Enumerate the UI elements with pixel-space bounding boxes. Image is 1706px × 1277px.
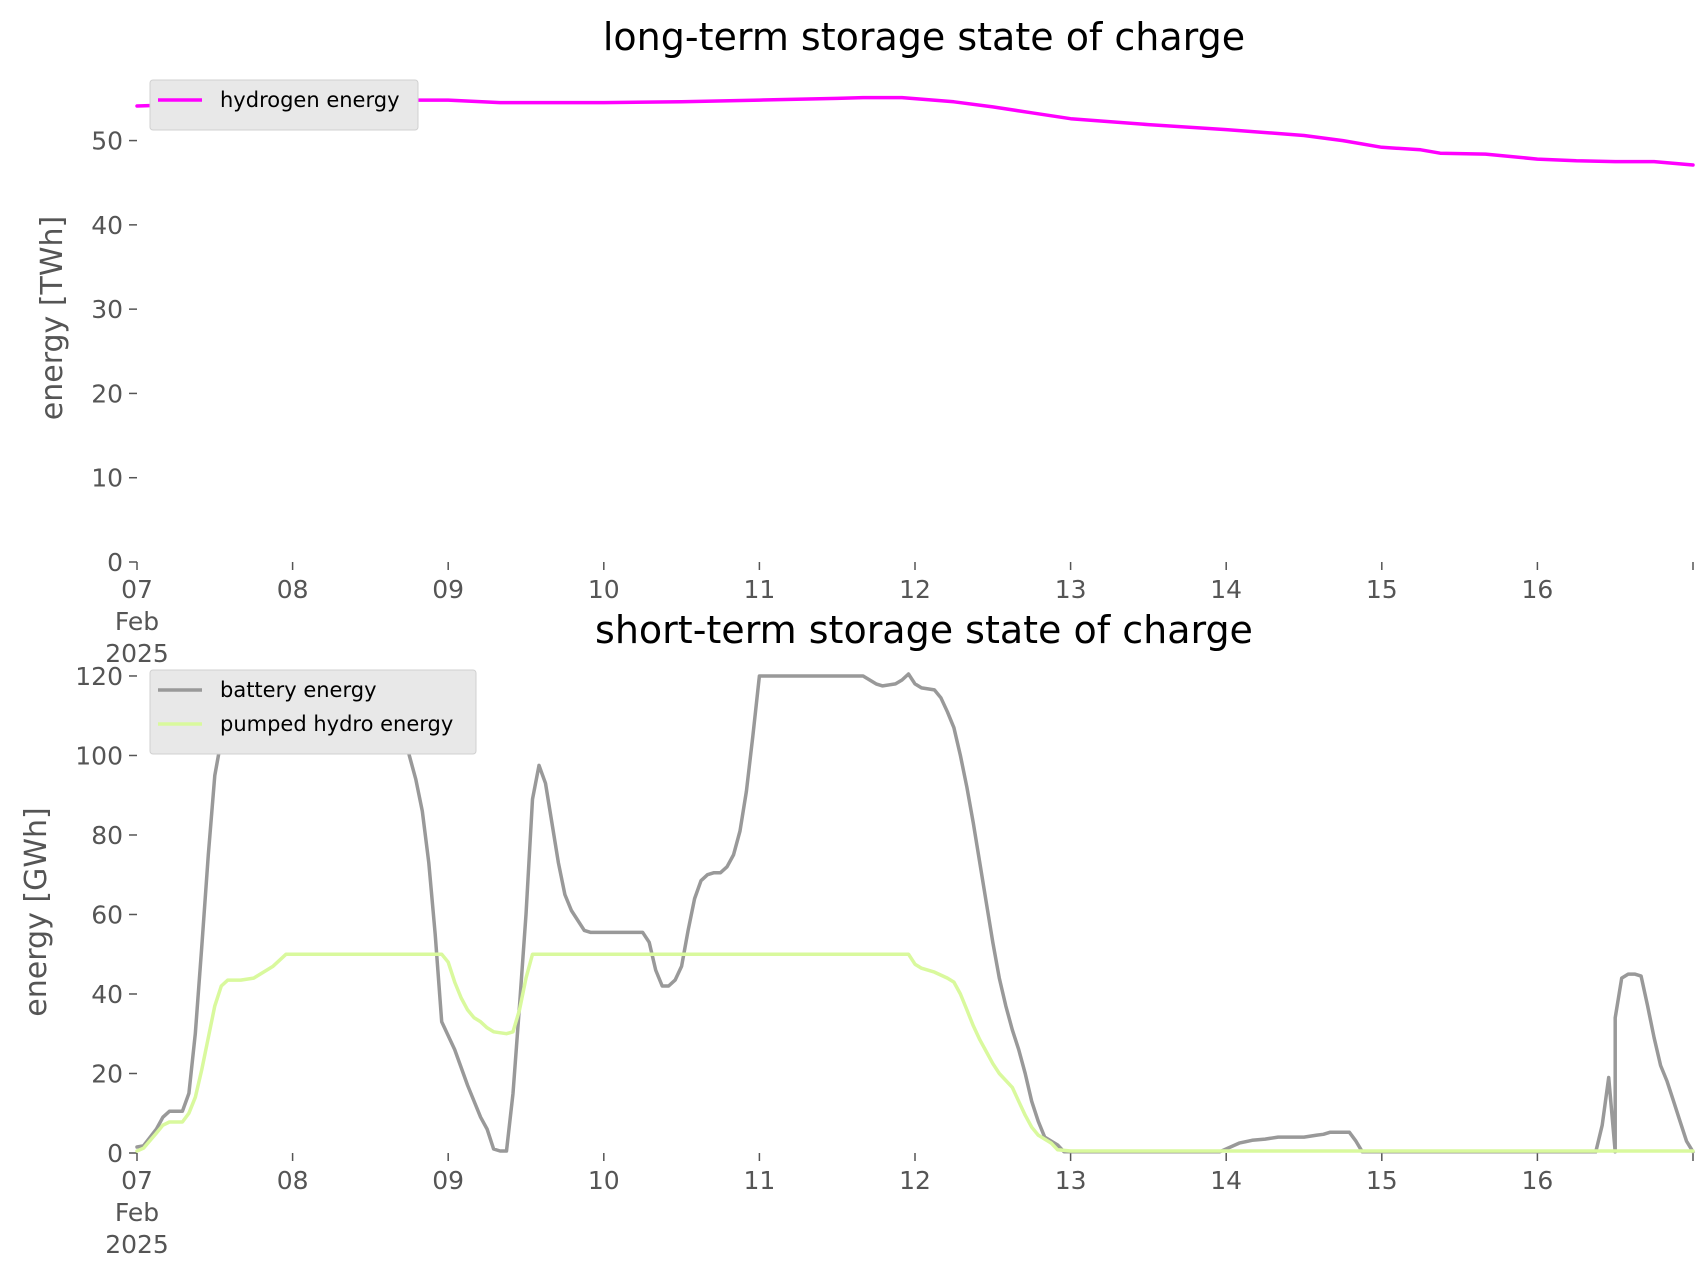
y-tick-label: 0: [107, 1139, 123, 1168]
y-tick-label: 50: [91, 127, 123, 156]
series-line-battery-energy: [135, 672, 1695, 1154]
legend-label: hydrogen energy: [220, 88, 400, 112]
y-tick-label: 10: [91, 464, 123, 493]
x-tick-label: 08: [277, 575, 309, 604]
legend-box: [149, 79, 419, 131]
series-group: [135, 95, 1695, 167]
series-line-pumped-hydro-energy: [135, 952, 1695, 1153]
x-tick-label: 08: [277, 1166, 309, 1195]
x-tick-label: 14: [1210, 1166, 1242, 1195]
x-tick-sublabel: Feb: [115, 607, 159, 636]
x-tick-label: 15: [1366, 1166, 1398, 1195]
long-term-storage-chart: long-term storage state of charge energy…: [35, 15, 1695, 668]
y-tick-label: 0: [107, 548, 123, 577]
x-axis-ticks: 07 Feb 2025 08 09 10 11 12 13 14 15 16: [105, 562, 1694, 668]
x-tick-label: 14: [1210, 575, 1242, 604]
x-tick-sublabel: 2025: [105, 1230, 169, 1259]
y-axis-label: energy [TWh]: [35, 216, 70, 420]
x-tick-label: 11: [743, 1166, 775, 1195]
x-tick-label: 16: [1521, 575, 1553, 604]
y-tick-label: 30: [91, 295, 123, 324]
y-tick-label: 100: [75, 741, 123, 770]
chart-title: short-term storage state of charge: [595, 608, 1253, 652]
x-tick-label: 07: [121, 1166, 153, 1195]
legend: hydrogen energy: [149, 79, 419, 131]
x-tick-label: 09: [432, 1166, 464, 1195]
series-line-hydrogen-energy: [135, 95, 1695, 167]
y-tick-label: 20: [91, 379, 123, 408]
y-tick-label: 120: [75, 662, 123, 691]
y-tick-label: 40: [91, 980, 123, 1009]
y-tick-label: 80: [91, 821, 123, 850]
x-tick-label: 13: [1055, 1166, 1087, 1195]
x-tick-label: 13: [1055, 575, 1087, 604]
x-tick-sublabel: 2025: [105, 639, 169, 668]
x-tick-label: 11: [743, 575, 775, 604]
y-tick-label: 40: [91, 211, 123, 240]
x-tick-label: 12: [899, 575, 931, 604]
series-group: [135, 672, 1695, 1154]
legend: battery energy pumped hydro energy: [149, 669, 477, 755]
y-tick-label: 60: [91, 900, 123, 929]
legend-box: [149, 669, 477, 755]
chart-title: long-term storage state of charge: [603, 15, 1245, 59]
y-tick-label: 20: [91, 1059, 123, 1088]
x-tick-label: 10: [588, 1166, 620, 1195]
x-tick-sublabel: Feb: [115, 1198, 159, 1227]
x-tick-label: 12: [899, 1166, 931, 1195]
x-tick-label: 16: [1521, 1166, 1553, 1195]
short-term-storage-chart: short-term storage state of charge energ…: [19, 608, 1695, 1259]
y-axis-ticks: 0 20 40 60 80 100 120: [75, 662, 137, 1168]
x-axis-ticks: 07 Feb 2025 08 09 10 11 12 13 14 15 16: [105, 1153, 1694, 1259]
x-tick-label: 09: [432, 575, 464, 604]
legend-label: battery energy: [220, 678, 377, 702]
x-tick-label: 10: [588, 575, 620, 604]
x-tick-label: 15: [1366, 575, 1398, 604]
x-tick-label: 07: [121, 575, 153, 604]
y-axis-label: energy [GWh]: [19, 807, 54, 1016]
y-axis-ticks: 0 10 20 30 40 50: [91, 127, 137, 577]
legend-label: pumped hydro energy: [220, 712, 453, 736]
